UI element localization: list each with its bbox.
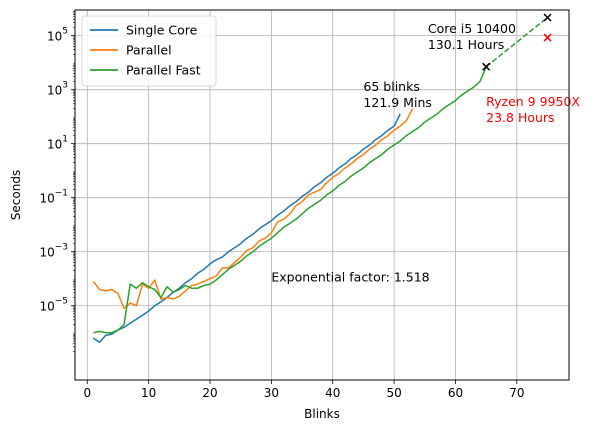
- annotation: Core i5 10400 130.1 Hours: [428, 21, 516, 52]
- legend-box: [81, 15, 217, 87]
- series-line: [92, 108, 414, 310]
- annotation-line: 130.1 Hours: [428, 37, 504, 52]
- x-tick-label: 0: [83, 386, 91, 400]
- x-tick-label: 30: [264, 386, 279, 400]
- series-line: [92, 113, 401, 343]
- annotation-line: 23.8 Hours: [486, 110, 554, 125]
- projection-line: [485, 17, 548, 68]
- y-tick-label: 101: [47, 135, 68, 152]
- y-tick-label: 103: [47, 81, 68, 98]
- annotation-line: 65 blinks: [363, 79, 419, 94]
- y-axis-label: Seconds: [9, 170, 23, 220]
- x-tick-label: 20: [202, 386, 217, 400]
- y-tick-label: 10−3: [39, 243, 68, 260]
- annotation-layer: Core i5 10400 130.1 Hours 65 blinks 121.9 M…: [271, 21, 580, 284]
- x-marker-stroke: [482, 62, 491, 71]
- grid: [75, 10, 569, 380]
- y-tick-label: 10−5: [39, 297, 68, 314]
- x-tick-label: 70: [509, 386, 524, 400]
- annotation: 65 blinks 121.9 Mins: [363, 79, 431, 110]
- annotation-line: Core i5 10400: [428, 21, 516, 36]
- legend-label: Parallel: [126, 43, 172, 58]
- legend: Single Core Parallel Parallel Fast: [81, 15, 217, 87]
- x-marker: [482, 62, 491, 71]
- x-tick-label: 50: [386, 386, 401, 400]
- x-tick-label: 60: [448, 386, 463, 400]
- annotation-line: 121.9 Mins: [363, 95, 431, 110]
- x-axis-label: Blinks: [304, 407, 340, 421]
- plot-frame: [74, 9, 570, 381]
- ticks: 0 10 20 30 40 50 60 70 10−5 10−3 10−1 101 103 105: [39, 10, 524, 400]
- annotation-line: Exponential factor: 1.518: [271, 269, 429, 284]
- y-tick-label: 10−1: [39, 189, 68, 206]
- x-marker: [543, 13, 552, 22]
- x-marker-stroke: [543, 33, 552, 42]
- x-tick-label: 40: [325, 386, 340, 400]
- annotation: Exponential factor: 1.518: [271, 269, 429, 284]
- series-line: [93, 66, 487, 334]
- marker-layer: [482, 13, 552, 71]
- annotation: Ryzen 9 9950X 23.8 Hours: [486, 94, 580, 125]
- y-tick-label: 105: [47, 27, 68, 44]
- x-tick-label: 10: [141, 386, 156, 400]
- series-layer: [92, 17, 548, 343]
- x-marker: [543, 33, 552, 42]
- legend-label: Single Core: [126, 23, 198, 38]
- x-marker-stroke: [543, 13, 552, 22]
- legend-label: Parallel Fast: [126, 63, 201, 78]
- annotation-line: Ryzen 9 9950X: [486, 94, 580, 109]
